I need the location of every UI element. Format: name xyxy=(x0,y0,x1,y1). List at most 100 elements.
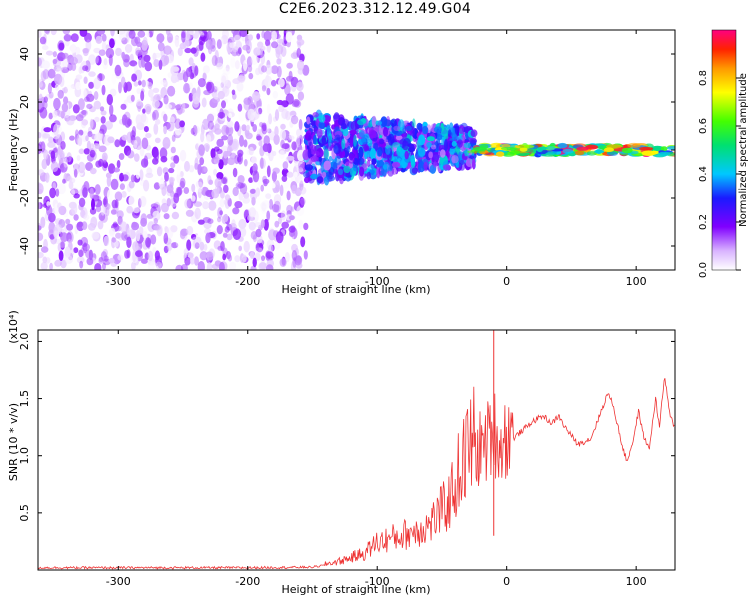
heatmap-blob xyxy=(121,51,126,60)
heatmap-blob xyxy=(254,252,261,261)
heatmap-blob xyxy=(423,161,428,170)
heatmap-blob xyxy=(380,116,388,128)
heatmap-blob xyxy=(463,142,471,149)
heatmap-blob xyxy=(327,135,332,147)
heatmap-blob xyxy=(219,210,223,216)
heatmap-blob xyxy=(359,166,365,177)
heatmap-blob xyxy=(141,137,149,150)
heatmap-blob xyxy=(42,69,50,80)
heatmap-blob xyxy=(94,116,100,123)
heatmap-blob xyxy=(252,124,257,132)
heatmap-blob xyxy=(237,47,242,55)
heatmap-blob xyxy=(140,158,149,168)
heatmap-blob xyxy=(40,216,46,228)
heatmap-blob xyxy=(232,207,240,215)
snr-panel: -300 -200 -100 0 100 0.5 1.0 1.5 2.0 Height of … xyxy=(7,310,676,596)
heatmap-blob xyxy=(152,210,161,222)
heatmap-blob xyxy=(371,158,377,165)
heatmap-blob xyxy=(281,108,289,120)
heatmap-blob xyxy=(171,211,180,220)
colorbar-tick-label: 0.0 xyxy=(698,262,709,278)
heatmap-blob xyxy=(101,152,108,162)
heatmap-blob xyxy=(109,114,117,123)
heatmap-blob xyxy=(42,45,49,51)
heatmap-blob xyxy=(243,192,250,199)
heatmap-blob xyxy=(243,159,248,167)
heatmap-blob xyxy=(169,116,175,124)
heatmap-blob xyxy=(110,178,119,190)
heatmap-blob xyxy=(175,264,184,270)
heatmap-blob xyxy=(519,147,528,152)
heatmap-blob xyxy=(252,257,257,268)
heatmap-blob xyxy=(302,64,310,76)
heatmap-blob xyxy=(280,139,285,149)
x-tick-label: 0 xyxy=(503,575,510,588)
heatmap-blob xyxy=(132,207,140,214)
heatmap-blob xyxy=(245,40,253,52)
heatmap-blob xyxy=(223,184,229,194)
heatmap-blob xyxy=(101,159,108,172)
y-tick-label: -40 xyxy=(18,237,31,255)
heatmap-blob xyxy=(158,179,165,188)
heatmap-blob xyxy=(239,30,248,38)
colorbar-tick-label: 0.8 xyxy=(698,70,709,86)
heatmap-blob xyxy=(174,37,180,48)
heatmap-blob xyxy=(231,89,236,96)
heatmap-blob xyxy=(73,214,79,221)
heatmap-blob xyxy=(458,159,466,171)
heatmap-blob xyxy=(116,210,124,219)
heatmap-blob xyxy=(199,35,207,41)
heatmap-blob xyxy=(385,145,391,155)
heatmap-blob xyxy=(455,161,460,168)
heatmap-blob xyxy=(47,68,56,79)
heatmap-blob xyxy=(231,219,236,228)
heatmap-blob xyxy=(60,259,67,269)
heatmap-blob xyxy=(71,62,77,71)
heatmap-blob xyxy=(358,146,364,159)
heatmap-blob xyxy=(252,91,261,102)
heatmap-blob xyxy=(284,252,290,263)
heatmap-blob xyxy=(557,142,568,149)
heatmap-blob xyxy=(213,168,218,176)
heatmap-blob xyxy=(160,202,169,213)
heatmap-blob xyxy=(145,172,154,179)
heatmap-blob xyxy=(91,198,95,211)
colorbar-tick-label: 0.6 xyxy=(698,118,709,134)
heatmap-blob xyxy=(221,100,226,109)
heatmap-blob xyxy=(242,44,251,51)
heatmap-blob xyxy=(344,142,349,148)
heatmap-blob xyxy=(153,93,162,101)
heatmap-blob xyxy=(266,87,271,96)
heatmap-blob xyxy=(263,30,272,42)
heatmap-blob xyxy=(238,245,242,252)
heatmap-blob xyxy=(190,195,196,202)
heatmap-blob xyxy=(247,108,256,121)
heatmap-blob xyxy=(141,79,146,88)
heatmap-blob xyxy=(248,177,254,184)
heatmap-blob xyxy=(57,202,62,210)
heatmap-blob xyxy=(270,182,276,189)
heatmap-blob xyxy=(297,59,305,71)
heatmap-blob xyxy=(146,213,154,219)
heatmap-blob xyxy=(265,251,274,259)
heatmap-blob xyxy=(298,119,303,131)
heatmap-region-2 xyxy=(467,142,675,158)
heatmap-blob xyxy=(129,60,138,67)
heatmap-blob xyxy=(262,143,270,153)
heatmap-blob xyxy=(211,263,220,270)
heatmap-blob xyxy=(216,172,224,180)
heatmap-region-0 xyxy=(38,30,310,270)
heatmap-blob xyxy=(119,221,128,233)
heatmap-blob xyxy=(255,228,262,238)
heatmap-blob xyxy=(342,128,349,137)
x-tick-label: -200 xyxy=(235,275,260,288)
heatmap-blob xyxy=(451,140,457,147)
heatmap-blob xyxy=(313,150,320,156)
heatmap-blob xyxy=(185,67,192,78)
heatmap-blob xyxy=(323,160,332,171)
heatmap-blob xyxy=(341,138,346,150)
heatmap-blob xyxy=(52,51,58,58)
heatmap-blob xyxy=(353,134,357,147)
heatmap-blob xyxy=(191,183,196,193)
heatmap-blob xyxy=(318,115,326,123)
